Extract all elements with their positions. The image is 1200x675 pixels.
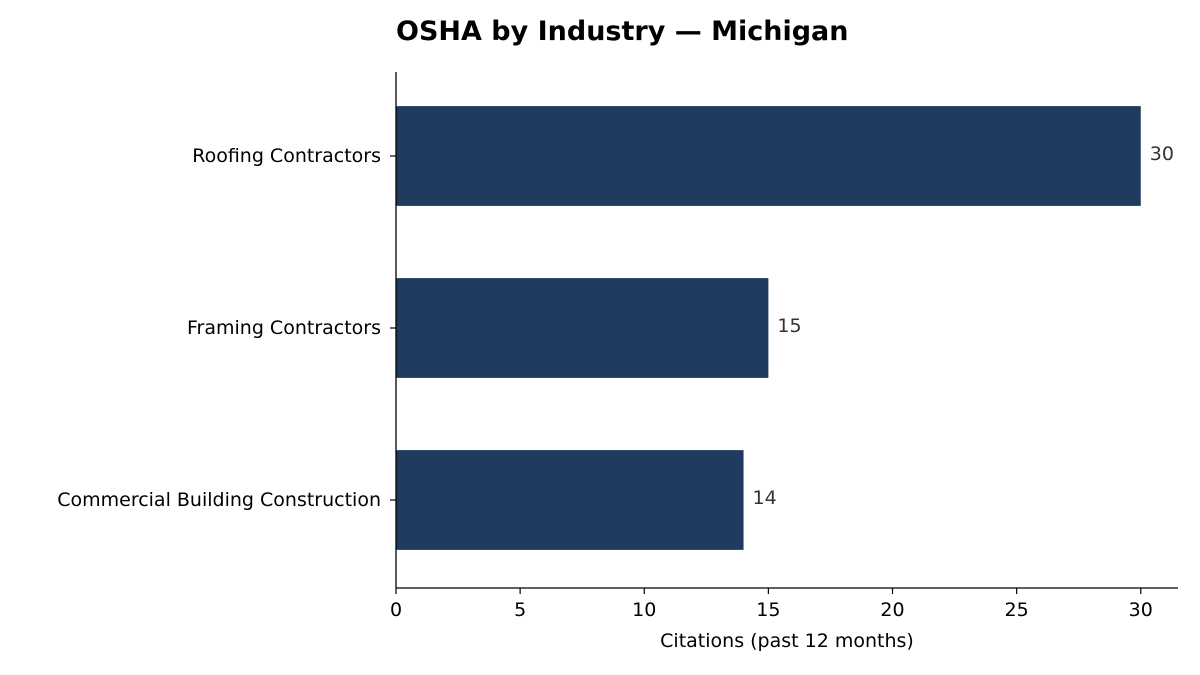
x-ticks: 0 5 10 15 20 25 30 bbox=[390, 588, 1153, 621]
y-tick-label: Roofing Contractors bbox=[192, 145, 381, 167]
x-tick-label: 10 bbox=[632, 599, 656, 621]
x-tick-label: 0 bbox=[390, 599, 402, 621]
x-tick-label: 15 bbox=[756, 599, 780, 621]
bar bbox=[396, 106, 1141, 206]
bar bbox=[396, 450, 744, 550]
x-tick-label: 30 bbox=[1129, 599, 1153, 621]
chart-title: OSHA by Industry — Michigan bbox=[396, 16, 849, 47]
bar-value-label: 14 bbox=[753, 487, 777, 509]
bars-layer: 30 15 14 bbox=[396, 106, 1174, 550]
bar bbox=[396, 278, 769, 378]
y-tick-label: Framing Contractors bbox=[187, 317, 381, 339]
x-axis-title: Citations (past 12 months) bbox=[660, 630, 914, 652]
x-tick-label: 25 bbox=[1005, 599, 1029, 621]
x-tick-label: 5 bbox=[514, 599, 526, 621]
axes-layer bbox=[395, 72, 1178, 589]
bar-value-label: 30 bbox=[1150, 143, 1174, 165]
x-tick-label: 20 bbox=[880, 599, 904, 621]
y-ticks: Roofing Contractors Framing Contractors Co… bbox=[57, 145, 396, 511]
bar-value-label: 15 bbox=[777, 315, 801, 337]
y-tick-label: Commercial Building Construction bbox=[57, 489, 381, 511]
